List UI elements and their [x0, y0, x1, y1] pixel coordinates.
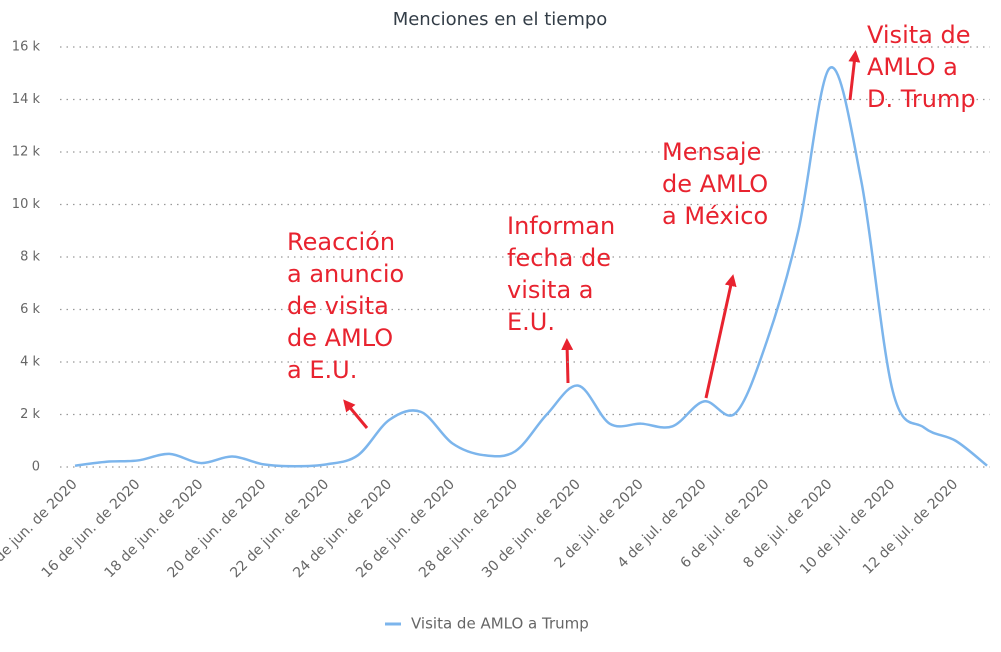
- y-tick-label: 6 k: [20, 302, 40, 317]
- x-tick-label: 14 de jun. de 2020: [0, 476, 81, 581]
- y-tick-label: 14 k: [12, 92, 41, 107]
- annotation: Informan: [507, 212, 615, 240]
- annotation: de visita: [287, 292, 389, 320]
- y-tick-label: 10 k: [12, 197, 41, 212]
- annotation: D. Trump: [867, 85, 976, 113]
- y-tick-label: 2 k: [20, 407, 40, 422]
- annotation: fecha de: [507, 244, 611, 272]
- annotation: visita a: [507, 276, 594, 304]
- arrow: [561, 338, 574, 384]
- y-tick-label: 8 k: [20, 250, 40, 265]
- arrow: [343, 399, 369, 429]
- arrow: [848, 50, 861, 101]
- annotation: de AMLO: [287, 324, 393, 352]
- annotation-arrows: [343, 50, 861, 429]
- legend-label[interactable]: Visita de AMLO a Trump: [411, 615, 589, 633]
- line: [74, 66, 988, 468]
- annotation: a anuncio: [287, 260, 404, 288]
- chart-title: Menciones en el tiempo: [393, 9, 608, 30]
- annotation: Visita de: [867, 21, 970, 49]
- y-tick-label: 4 k: [20, 355, 40, 370]
- annotation: Reacción: [287, 228, 395, 256]
- annotation: AMLO a: [867, 53, 958, 81]
- annotation: E.U.: [507, 308, 555, 336]
- annotation: a México: [662, 202, 768, 230]
- annotation: Mensaje: [662, 138, 761, 166]
- annotation: a E.U.: [287, 356, 357, 384]
- arrow: [704, 274, 737, 399]
- annotation: de AMLO: [662, 170, 768, 198]
- y-tick-label: 12 k: [12, 145, 41, 160]
- y-tick-label: 0: [32, 460, 40, 475]
- y-tick-label: 16 k: [12, 40, 41, 55]
